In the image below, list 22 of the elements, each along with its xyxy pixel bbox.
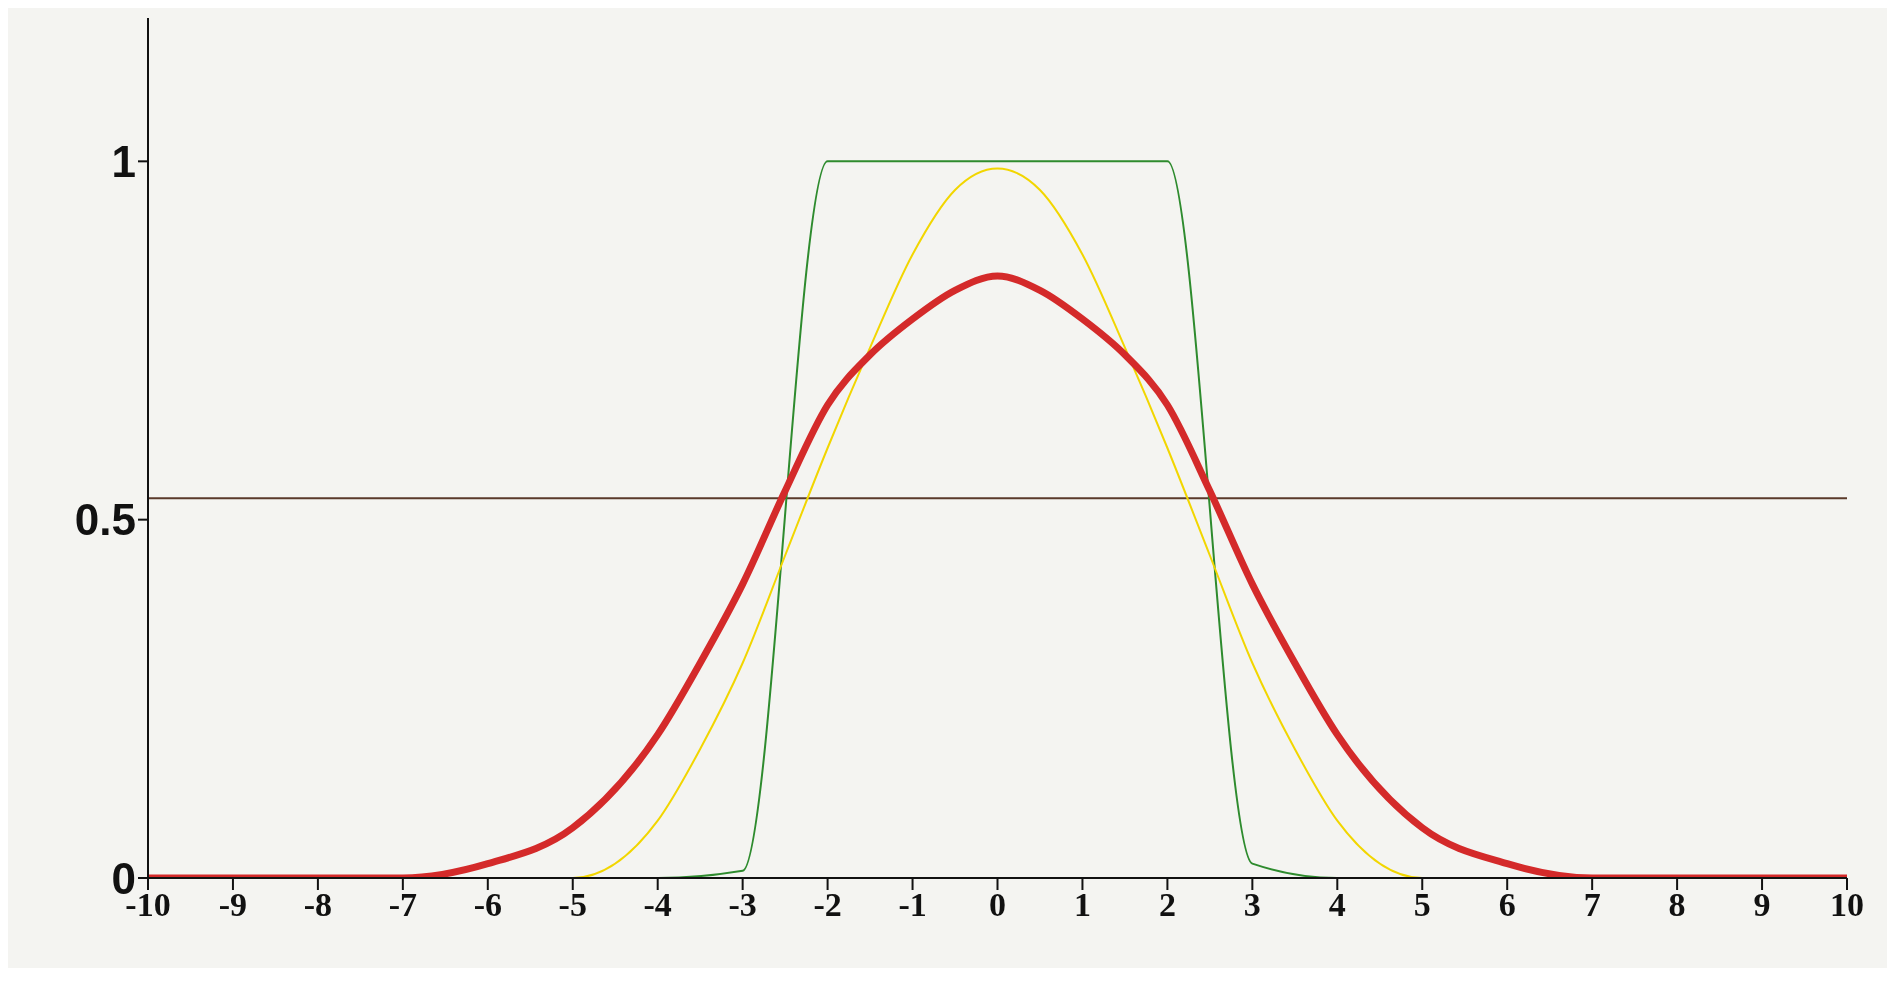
x-tick-label: -4 bbox=[643, 886, 672, 924]
x-tick-label: -6 bbox=[473, 886, 502, 924]
x-tick-label: 2 bbox=[1158, 886, 1176, 924]
x-tick-label: 1 bbox=[1073, 886, 1091, 924]
x-tick-label: -8 bbox=[303, 886, 333, 924]
x-tick-label: -9 bbox=[218, 886, 248, 924]
x-tick-label: 5 bbox=[1413, 886, 1431, 924]
x-tick-label: 3 bbox=[1243, 886, 1261, 924]
x-tick-label: 9 bbox=[1753, 886, 1771, 924]
y-tick-label: 1 bbox=[111, 136, 136, 186]
x-tick-label: -7 bbox=[388, 886, 418, 924]
x-tick-label: 10 bbox=[1830, 886, 1864, 924]
x-tick-label: 7 bbox=[1583, 886, 1601, 924]
x-tick-label: 0 bbox=[989, 886, 1006, 924]
x-tick-label: 4 bbox=[1328, 886, 1346, 924]
x-tick-label: -1 bbox=[898, 886, 927, 924]
x-tick-label: 8 bbox=[1668, 886, 1686, 924]
y-tick-label: 0.5 bbox=[74, 495, 136, 545]
x-tick-label: -5 bbox=[558, 886, 587, 924]
x-tick-label: 6 bbox=[1498, 886, 1516, 924]
x-tick-label: -2 bbox=[813, 886, 842, 924]
x-tick-label: -3 bbox=[728, 886, 757, 924]
